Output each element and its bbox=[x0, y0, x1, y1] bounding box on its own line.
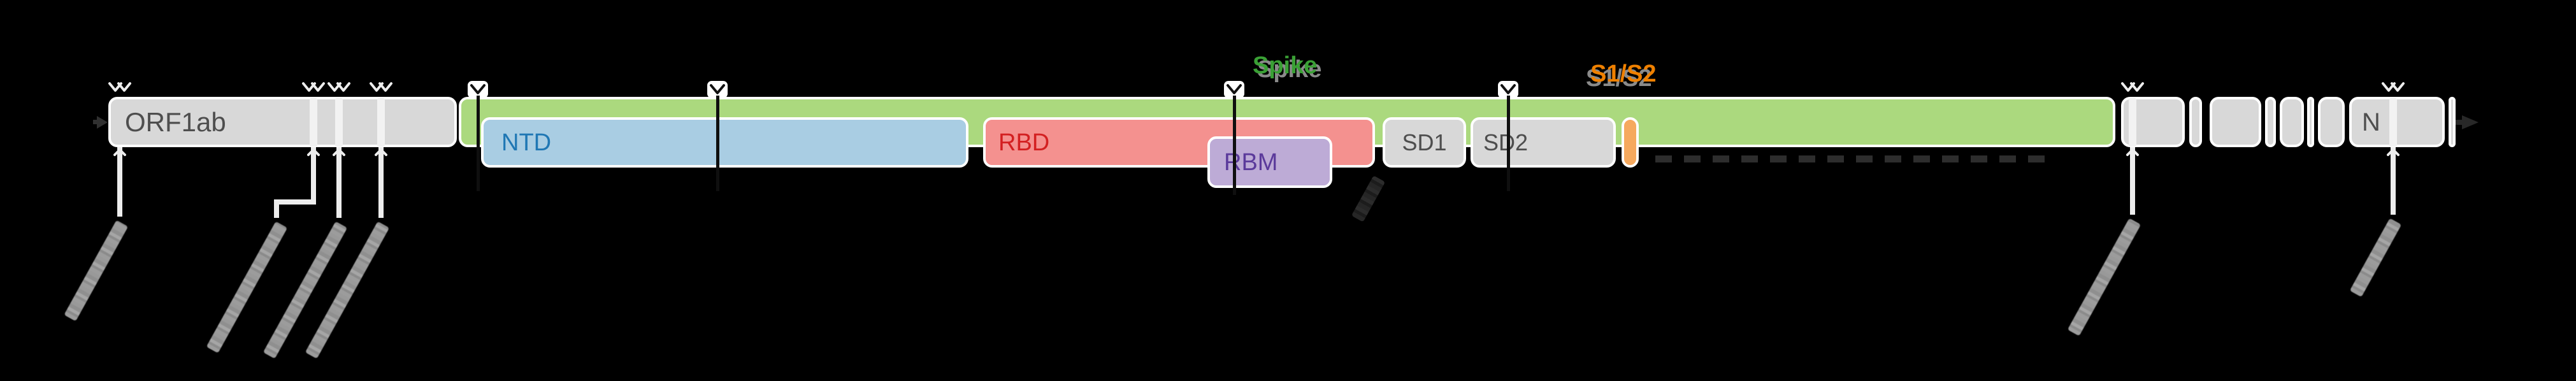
gene-seg-7-box[interactable] bbox=[2318, 97, 2345, 147]
mutation-marker-icon[interactable] bbox=[336, 82, 351, 92]
marker-notch bbox=[468, 81, 488, 98]
marker-up-arrow-icon bbox=[374, 148, 388, 157]
marker-up-arrow-icon bbox=[2126, 148, 2140, 157]
spike-label: Spike bbox=[1253, 52, 1318, 79]
marker-up-arrow-icon bbox=[113, 148, 127, 157]
mutation-marker-icon[interactable] bbox=[1500, 83, 1516, 95]
five-prime-end-arrow-icon bbox=[97, 116, 108, 129]
marker-cross-line bbox=[2129, 98, 2136, 147]
rotated-mutation-label bbox=[2349, 218, 2402, 298]
sd2-label: SD2 bbox=[1483, 129, 1529, 155]
mutation-marker-icon[interactable] bbox=[470, 83, 486, 95]
mutation-marker-line bbox=[716, 96, 719, 191]
sd2-box[interactable]: SD2 bbox=[1471, 117, 1616, 168]
marker-notch bbox=[1224, 81, 1244, 98]
marker-notch bbox=[1498, 81, 1518, 98]
s1s2-label: S1/S2 bbox=[1590, 61, 1657, 87]
ntd-label: NTD bbox=[501, 129, 552, 156]
mutation-marker-icon[interactable] bbox=[2129, 82, 2145, 92]
gene-seg-4-box[interactable] bbox=[2265, 97, 2276, 147]
mutation-marker-line bbox=[1233, 96, 1236, 195]
marker-connector bbox=[2130, 147, 2135, 215]
sd1-box[interactable]: SD1 bbox=[1383, 117, 1466, 168]
nucleocapsid-label: N bbox=[2362, 108, 2380, 136]
ntd-box[interactable]: NTD bbox=[481, 117, 968, 168]
mutation-marker-line bbox=[1507, 96, 1510, 191]
marker-connector bbox=[336, 147, 342, 218]
rbd-label: RBD bbox=[998, 129, 1050, 156]
rbm-label: RBM bbox=[1224, 148, 1278, 176]
gene-seg-8-box[interactable] bbox=[2449, 97, 2456, 147]
mutation-marker-icon[interactable] bbox=[2390, 82, 2405, 92]
marker-connector bbox=[2391, 147, 2396, 215]
rbm-box[interactable]: RBM bbox=[1207, 136, 1332, 188]
rotated-dark-label bbox=[1351, 175, 1386, 222]
marker-cross-line bbox=[335, 98, 343, 147]
mutation-marker-line bbox=[477, 96, 480, 191]
three-prime-end-arrow-icon bbox=[2462, 115, 2479, 129]
marker-up-arrow-icon bbox=[332, 148, 346, 157]
marker-up-arrow-icon bbox=[2386, 148, 2400, 157]
gene-seg-3-box[interactable] bbox=[2210, 97, 2261, 147]
mutation-marker-icon[interactable] bbox=[378, 82, 393, 92]
marker-cross-line bbox=[2389, 98, 2397, 147]
rotated-mutation-label bbox=[305, 221, 390, 359]
marker-cross-line bbox=[377, 98, 385, 147]
nucleocapsid-box[interactable]: N bbox=[2349, 97, 2445, 147]
five-prime-end-tail bbox=[93, 120, 98, 124]
cleavage-site-box[interactable] bbox=[1622, 117, 1639, 168]
mutation-marker-icon[interactable] bbox=[1226, 83, 1242, 95]
marker-connector bbox=[378, 147, 384, 218]
gene-seg-5-box[interactable] bbox=[2280, 97, 2304, 147]
rotated-mutation-label bbox=[64, 220, 129, 322]
orf1ab-box[interactable]: ORF1ab bbox=[108, 97, 457, 147]
marker-up-arrow-icon bbox=[306, 148, 320, 157]
dark-tick-row bbox=[1655, 155, 2050, 162]
rotated-mutation-label bbox=[2067, 218, 2141, 336]
gene-seg-6-box[interactable] bbox=[2307, 97, 2314, 147]
mutation-marker-icon[interactable] bbox=[310, 82, 326, 92]
three-prime-end-tail bbox=[2453, 120, 2462, 125]
gene-seg-2-box[interactable] bbox=[2189, 97, 2202, 147]
marker-notch bbox=[707, 81, 728, 98]
orf1ab-label: ORF1ab bbox=[125, 106, 226, 137]
marker-connector bbox=[117, 147, 122, 217]
sd1-label: SD1 bbox=[1402, 129, 1447, 155]
mutation-marker-icon[interactable] bbox=[709, 83, 726, 95]
marker-connector bbox=[274, 199, 313, 205]
marker-connector bbox=[274, 199, 279, 218]
marker-cross-line bbox=[310, 98, 317, 147]
marker-connector bbox=[311, 147, 316, 205]
mutation-marker-icon[interactable] bbox=[117, 82, 132, 92]
